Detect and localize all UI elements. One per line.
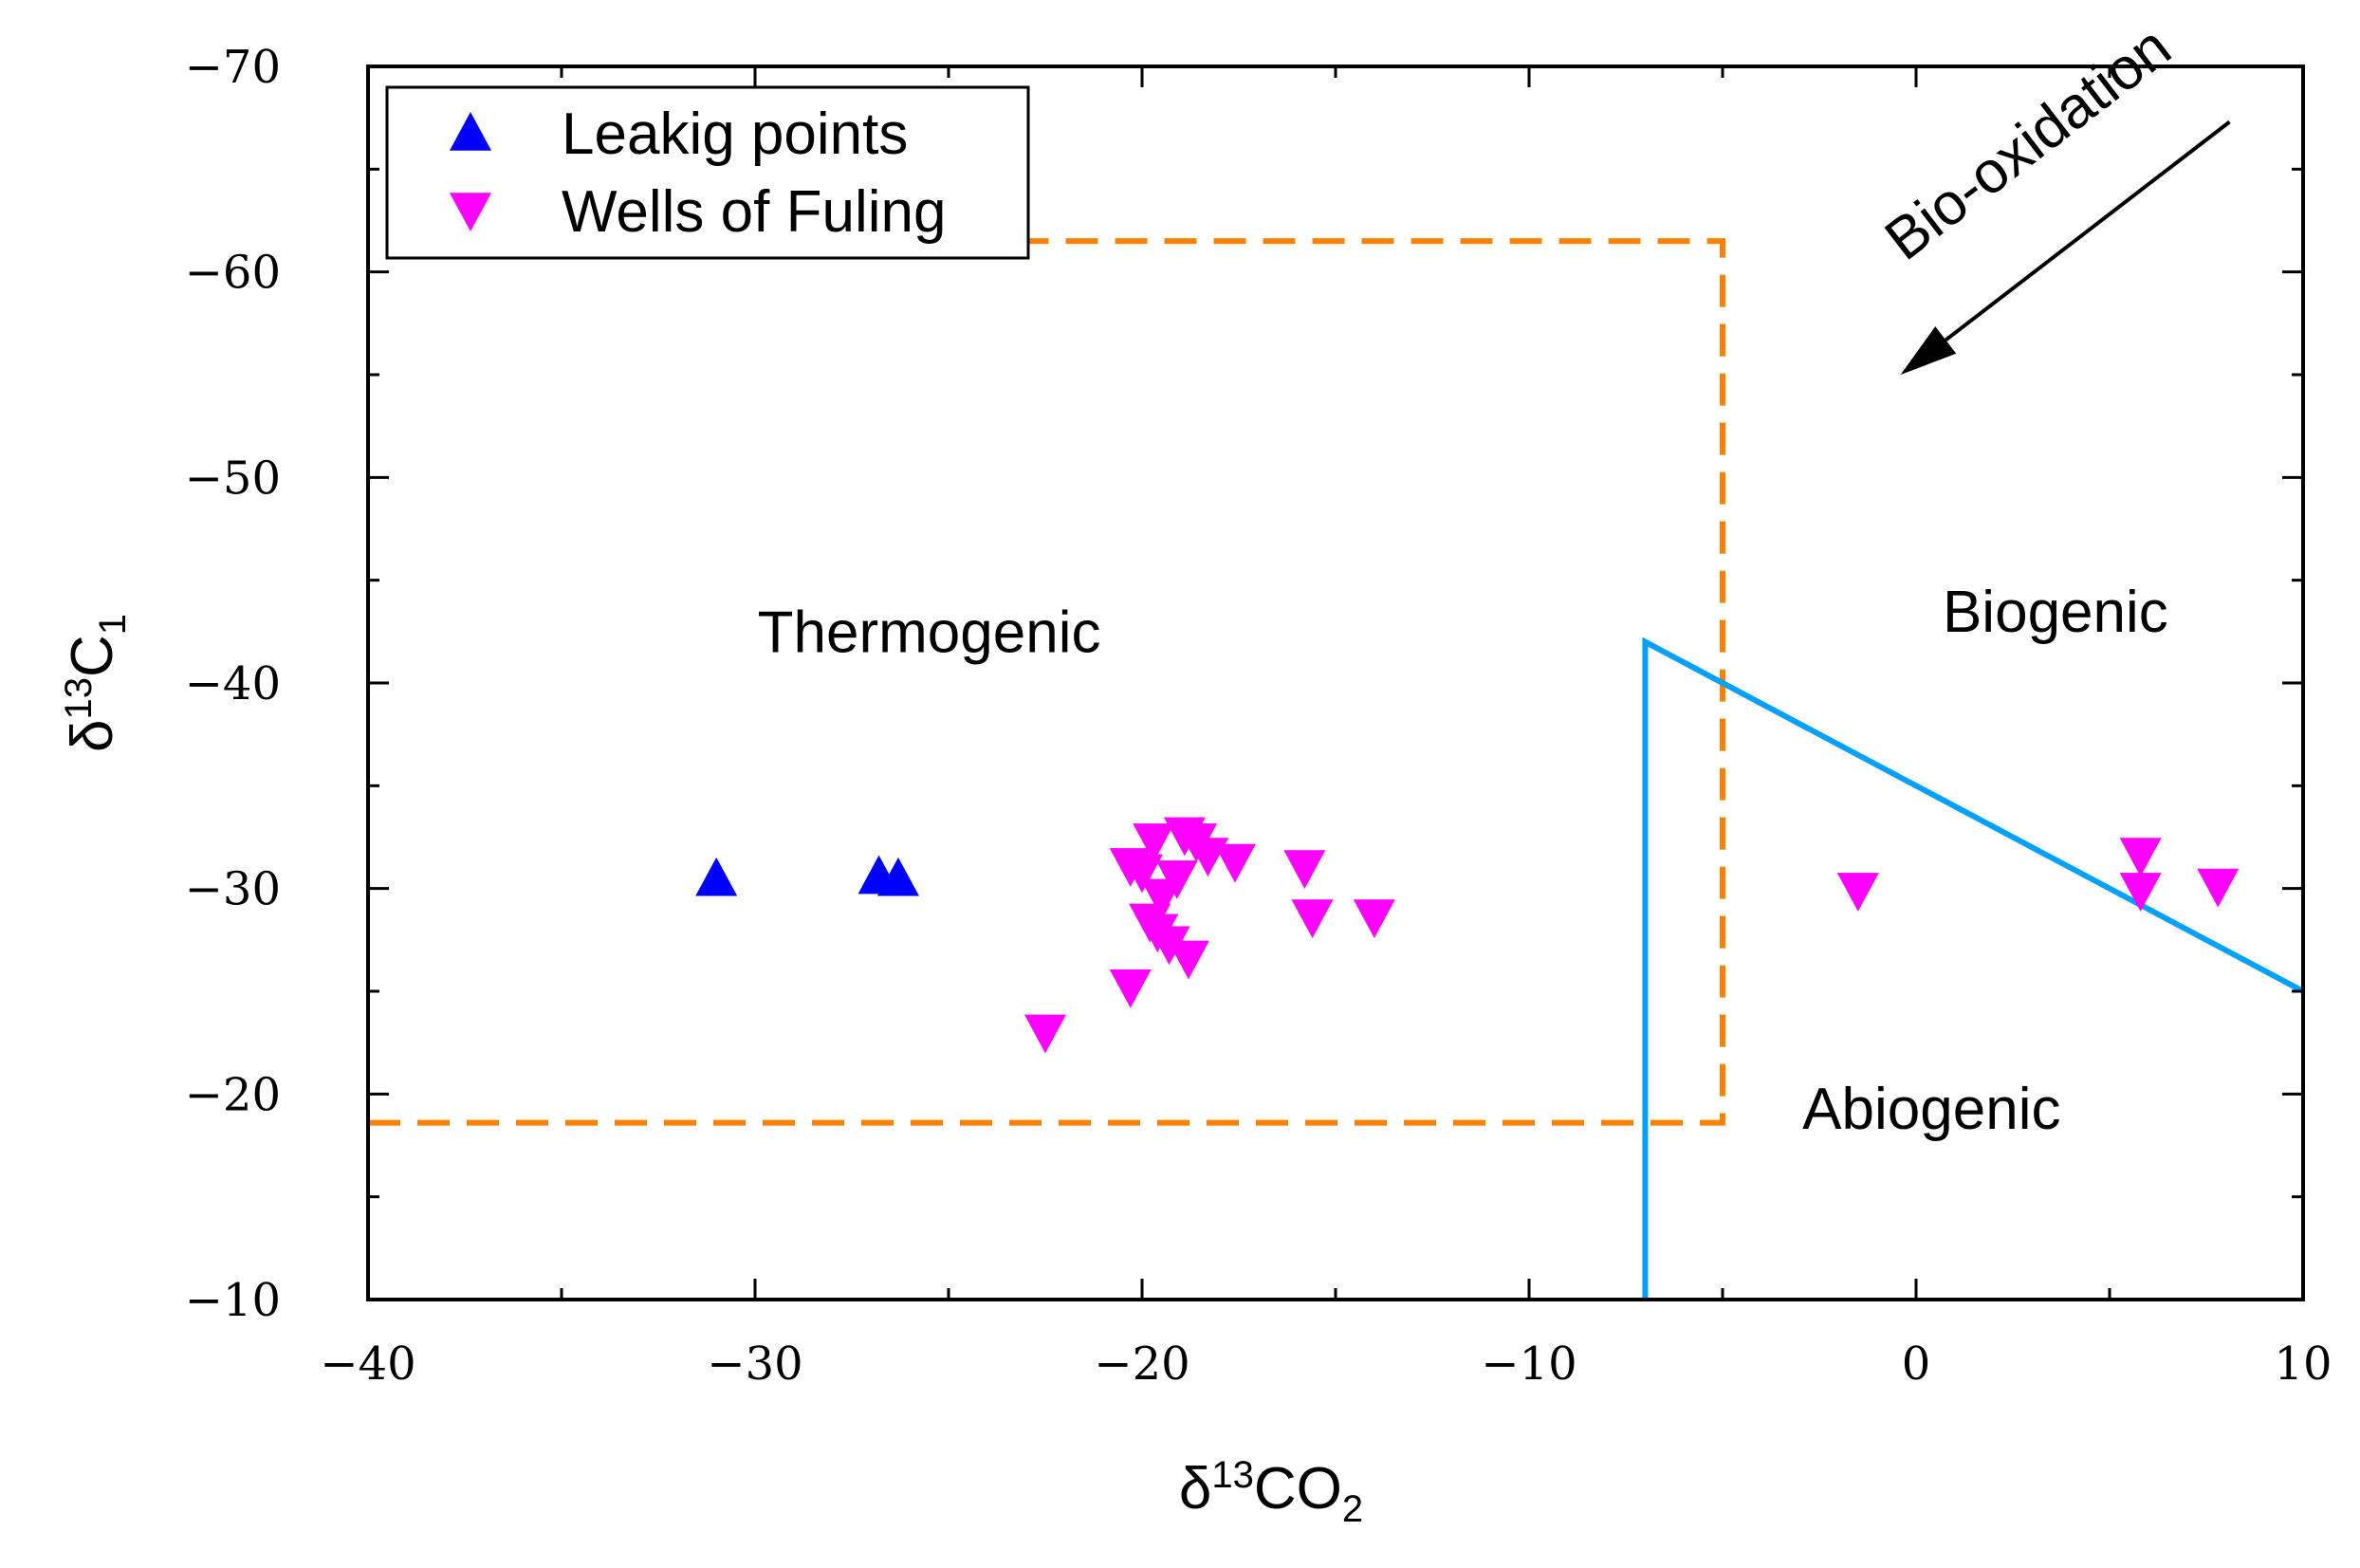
wells-of-fuling-point — [1024, 1014, 1066, 1054]
legend-box — [385, 85, 1030, 260]
legend-marker-leakig-points — [450, 112, 491, 151]
wells-of-fuling-point — [2119, 838, 2162, 876]
wells-of-fuling-point — [1353, 899, 1395, 938]
abiogenic-region-label: Abiogenic — [1802, 1077, 2060, 1142]
y-tick-label: −70 — [185, 41, 281, 94]
wells-of-fuling-point — [1283, 850, 1326, 889]
x-tick-label: 0 — [1902, 1337, 1931, 1391]
leakig-points-point — [695, 857, 738, 896]
legend-label-leakig-points: Leakig points — [562, 101, 908, 167]
x-tick-label: −40 — [320, 1337, 415, 1391]
wells-of-fuling-point — [1109, 968, 1152, 1008]
y-tick-label: −60 — [185, 247, 281, 300]
y-tick-label: −40 — [185, 657, 281, 710]
wells-of-fuling-point — [1155, 860, 1198, 899]
wells-of-fuling-point — [1167, 940, 1209, 980]
y-tick-label: −10 — [185, 1274, 281, 1327]
y-tick-label: −50 — [185, 452, 281, 505]
y-tick-label: −20 — [185, 1068, 281, 1121]
x-tick-label: −20 — [1094, 1337, 1189, 1391]
wells-of-fuling-point — [2119, 873, 2162, 912]
x-axis-title: δ13CO2 — [1179, 1454, 1363, 1530]
x-tick-label: −10 — [1481, 1337, 1576, 1391]
legend-marker-wells-of-fuling — [450, 193, 491, 231]
leakig-points-point — [876, 857, 919, 896]
wells-of-fuling-point — [1836, 873, 1879, 912]
x-tick-label: −30 — [707, 1337, 802, 1391]
bio-oxidation-label: Bio-oxidation — [1873, 14, 2183, 273]
y-tick-label: −30 — [185, 863, 281, 916]
wells-of-fuling-point — [1213, 843, 1256, 883]
thermogenic-boundary-line — [368, 238, 1725, 1126]
legend-label-wells-of-fuling: Wells of Fuling — [562, 179, 946, 245]
abiogenic-boundary-line — [1642, 636, 2305, 1300]
wells-of-fuling-point — [1148, 926, 1190, 966]
bio-oxidation-arrow-shaft — [1945, 120, 2231, 342]
wells-of-fuling-point — [1291, 899, 1334, 938]
thermogenic-region-label: Thermogenic — [758, 600, 1101, 666]
wells-of-fuling-point — [1121, 854, 1163, 894]
bio-oxidation-arrow-head — [1900, 326, 1957, 375]
y-axis-title: δ13C1 — [58, 614, 134, 752]
wells-of-fuling-point — [1133, 823, 1175, 862]
wells-of-fuling-point — [2197, 868, 2240, 908]
biogenic-region-label: Biogenic — [1943, 580, 2168, 645]
x-tick-label: 10 — [2274, 1337, 2332, 1391]
plot-area-frame — [366, 65, 2305, 1301]
legend: Leakig points Wells of Fuling — [385, 85, 1030, 260]
